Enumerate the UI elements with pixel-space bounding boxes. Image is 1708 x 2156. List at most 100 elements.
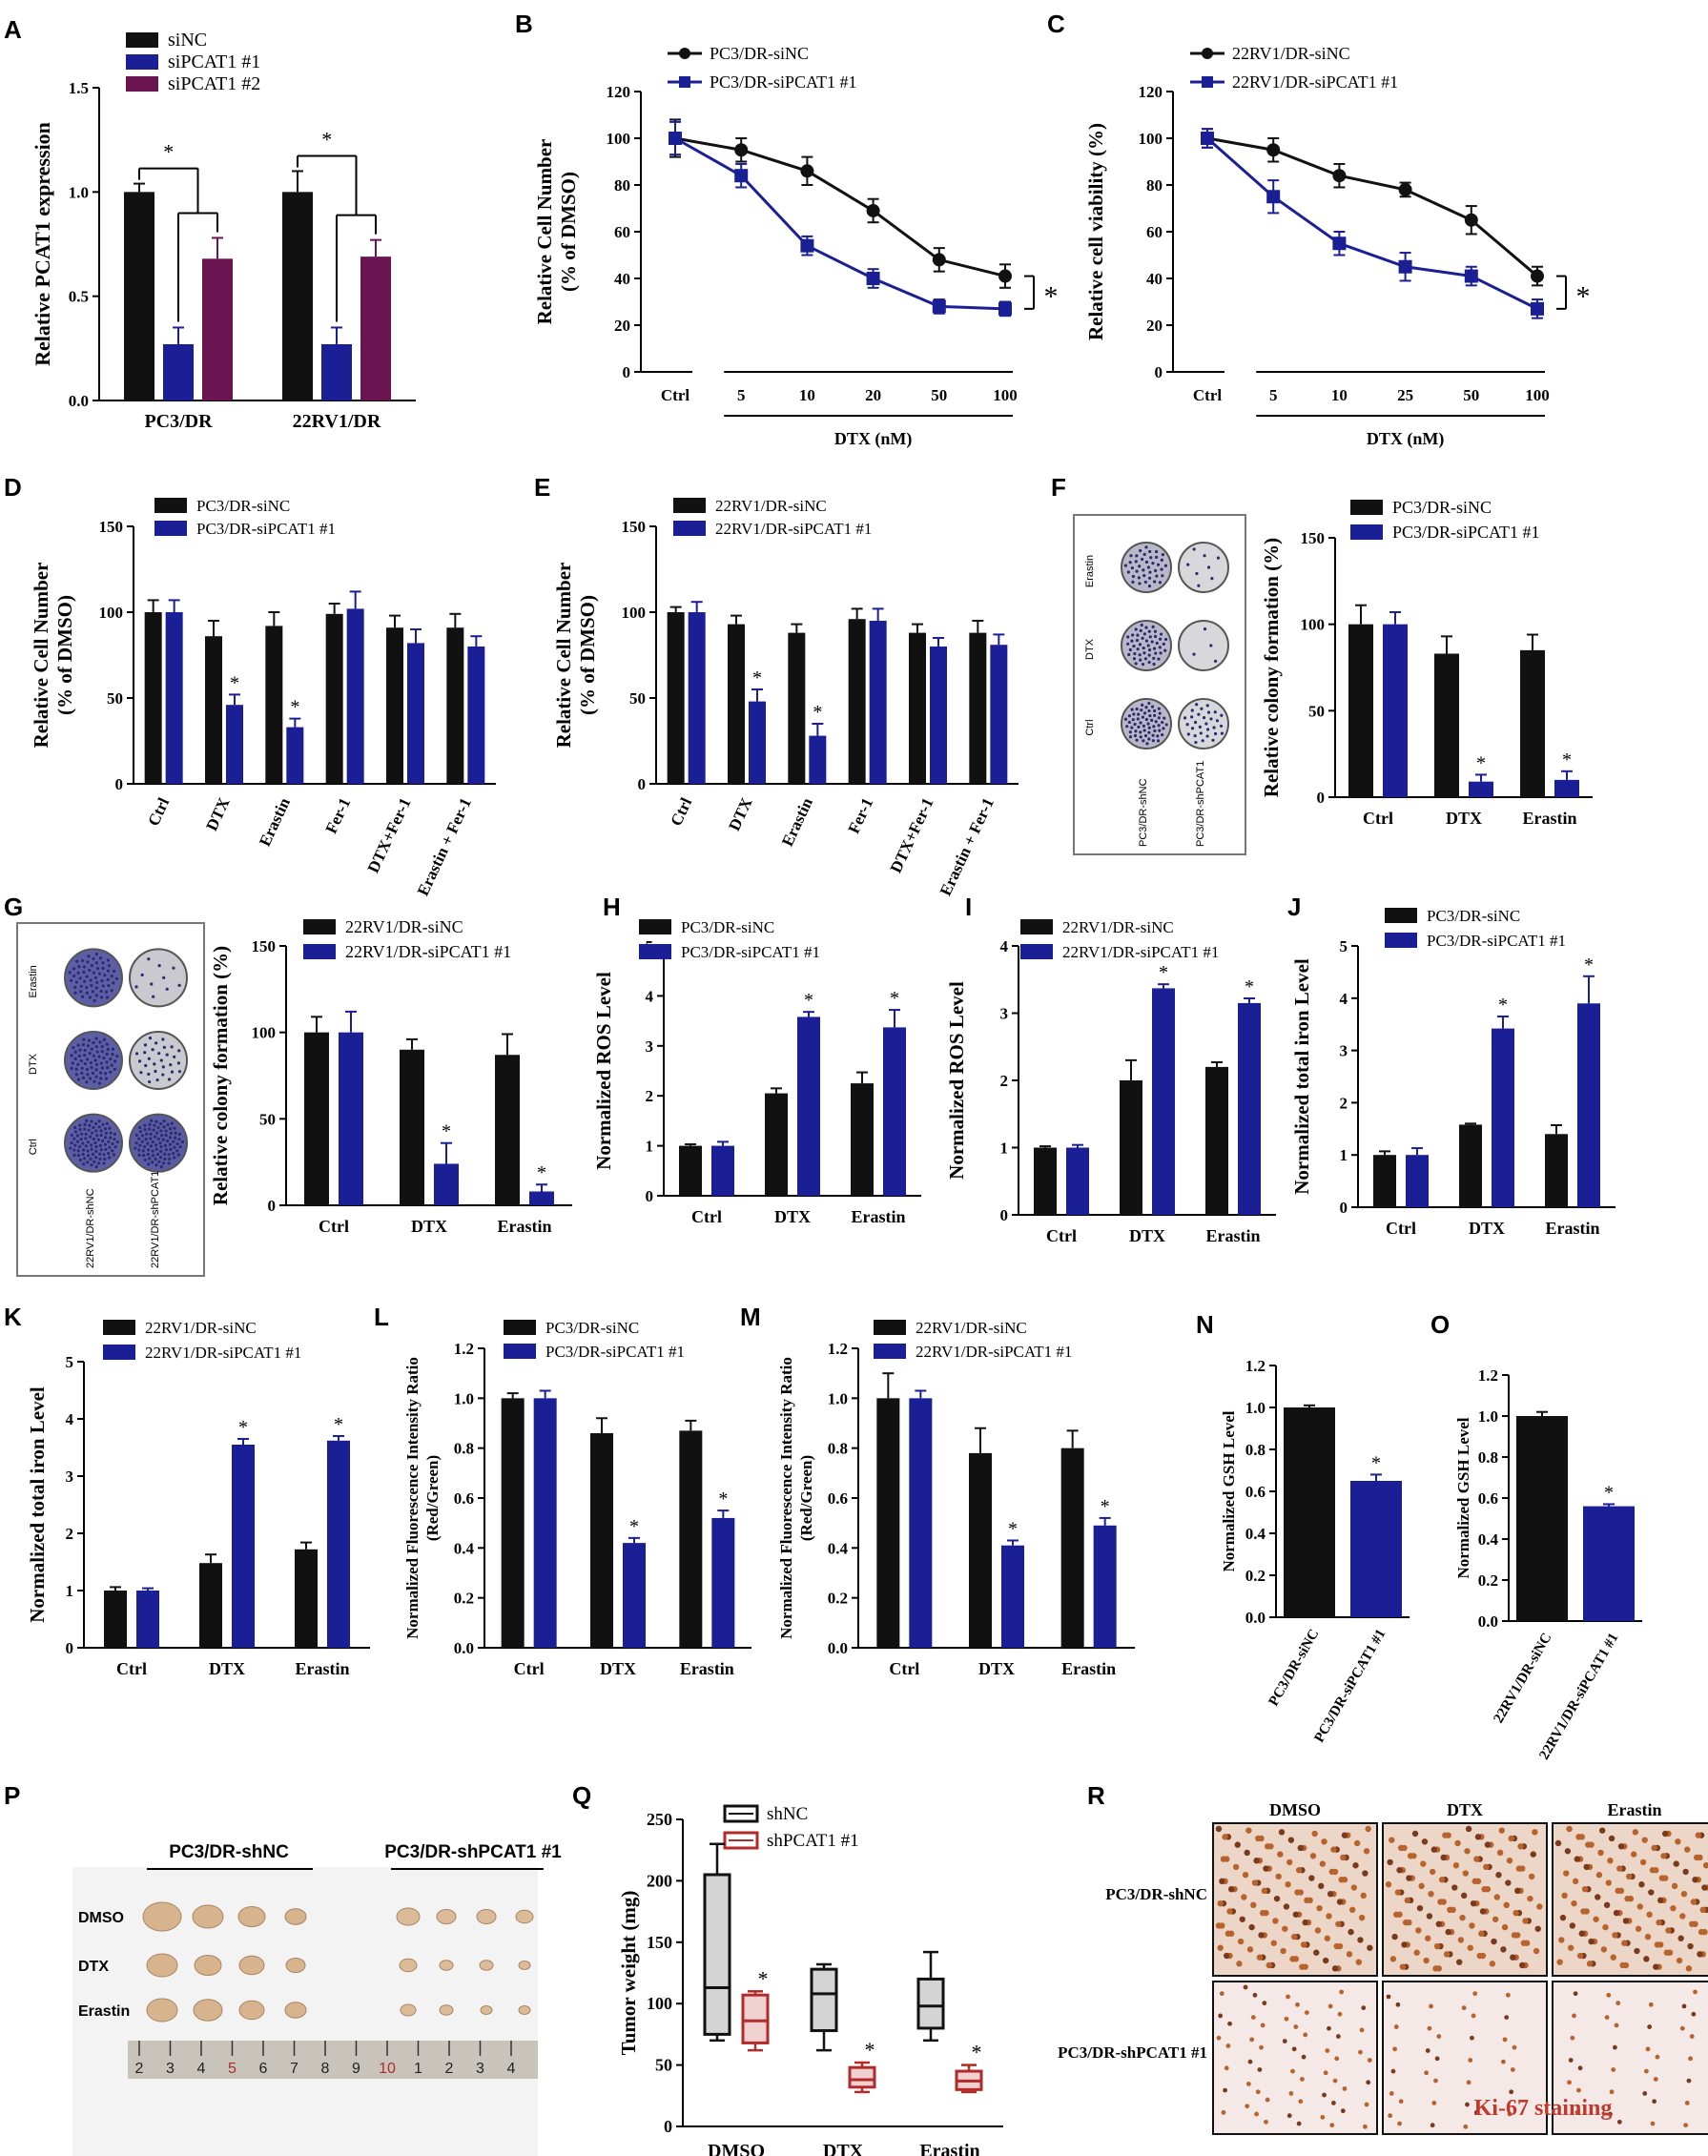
colony	[1142, 552, 1146, 556]
colony	[81, 1152, 85, 1157]
stained-nucleus	[1646, 1911, 1653, 1918]
colony	[90, 1119, 93, 1123]
x-tick-label: Erastin	[851, 1207, 905, 1226]
colony	[1157, 724, 1161, 728]
stained-nucleus	[1470, 2035, 1474, 2041]
stained-nucleus	[1393, 1911, 1400, 1918]
stained-nucleus	[1294, 1889, 1301, 1896]
colony	[159, 1156, 163, 1160]
colony	[1195, 703, 1199, 707]
colony	[167, 1078, 172, 1081]
colony	[1157, 707, 1161, 710]
colony	[109, 1131, 113, 1135]
colony	[74, 980, 79, 984]
stained-nucleus	[1277, 1851, 1284, 1858]
stained-nucleus	[1581, 1885, 1589, 1893]
colony	[97, 1081, 102, 1085]
stained-nucleus	[1602, 1923, 1609, 1931]
stained-nucleus	[1432, 1965, 1439, 1972]
colony	[1195, 571, 1199, 576]
stained-nucleus	[1223, 2087, 1227, 2093]
stained-nucleus	[1316, 1904, 1323, 1912]
panel-letter-F: F	[1051, 473, 1066, 502]
colony	[86, 1149, 90, 1153]
stained-nucleus	[1363, 1848, 1370, 1855]
data-point	[734, 169, 749, 183]
colony	[93, 1058, 97, 1062]
tumor	[194, 1955, 222, 1976]
colony	[92, 956, 95, 961]
colony	[1198, 725, 1202, 729]
stained-nucleus	[1457, 1937, 1465, 1943]
colony	[170, 1070, 175, 1074]
colony	[1141, 703, 1144, 708]
stained-nucleus	[1429, 2003, 1433, 2009]
stained-nucleus	[1607, 1858, 1614, 1864]
colony	[1194, 740, 1198, 745]
stained-nucleus	[1608, 2111, 1613, 2117]
stained-nucleus	[1447, 1906, 1453, 1914]
colony	[1197, 712, 1201, 716]
stained-nucleus	[1466, 2080, 1471, 2085]
legend-swatch	[154, 498, 187, 513]
legend-label: 22RV1/DR-siPCAT1 #1	[916, 1343, 1072, 1361]
tumor	[238, 2000, 265, 2021]
colony	[163, 1143, 167, 1147]
data-point	[998, 269, 1012, 283]
colony	[1158, 646, 1162, 649]
stained-nucleus	[1693, 1854, 1700, 1861]
colony	[153, 1062, 156, 1066]
stained-nucleus	[1504, 2015, 1510, 2020]
colony	[157, 1052, 161, 1056]
y-tick-label: 20	[614, 317, 630, 335]
y-tick-label: 0	[646, 1187, 654, 1205]
bar	[749, 701, 766, 784]
colony	[1185, 723, 1189, 727]
colony	[1139, 658, 1142, 662]
colony	[1151, 733, 1155, 737]
panel-letter-P: P	[4, 1781, 20, 1810]
stained-nucleus	[1569, 1922, 1576, 1929]
colony	[1132, 712, 1136, 716]
stained-nucleus	[1651, 1844, 1657, 1852]
colony	[137, 1148, 141, 1152]
y-axis-label: Relative cell viability (%)	[1084, 123, 1107, 340]
colony	[1142, 632, 1146, 636]
stained-nucleus	[1577, 2065, 1583, 2071]
stained-nucleus	[1679, 1913, 1686, 1920]
colony	[140, 1140, 144, 1143]
stained-nucleus	[1684, 2100, 1690, 2105]
bar	[501, 1398, 525, 1648]
colony	[73, 991, 77, 995]
stained-nucleus	[1263, 1865, 1269, 1872]
y-axis-label: (% of DMSO)	[53, 595, 76, 715]
colony	[1160, 558, 1163, 562]
colony	[1127, 652, 1131, 657]
colony	[161, 1073, 165, 1077]
y-tick-label: 50	[259, 1110, 276, 1128]
stained-nucleus	[1413, 1949, 1420, 1956]
stained-nucleus	[1270, 1940, 1277, 1946]
legend-label: siPCAT1 #2	[168, 73, 260, 94]
stained-nucleus	[1237, 1938, 1245, 1945]
panel-letter-H: H	[603, 893, 621, 921]
y-axis-label: Normalized total iron Level	[1290, 958, 1313, 1195]
stained-nucleus	[1440, 1854, 1447, 1861]
colony	[154, 1069, 157, 1074]
legend-label: 22RV1/DR-siPCAT1 #1	[715, 520, 872, 538]
panel-E: E	[534, 473, 550, 502]
colony	[93, 1079, 96, 1083]
colony	[95, 1134, 99, 1138]
stained-nucleus	[1593, 1916, 1599, 1922]
colony	[177, 1132, 182, 1136]
stained-nucleus	[1649, 1867, 1657, 1874]
ruler-number: 3	[166, 2061, 175, 2077]
colony	[170, 1121, 174, 1125]
panel-H: H	[603, 893, 621, 921]
stained-nucleus	[1613, 1909, 1620, 1917]
bar	[346, 608, 364, 784]
colony	[1220, 713, 1224, 717]
stained-nucleus	[1253, 1858, 1260, 1864]
colony	[103, 1142, 107, 1146]
colony	[172, 1152, 175, 1156]
